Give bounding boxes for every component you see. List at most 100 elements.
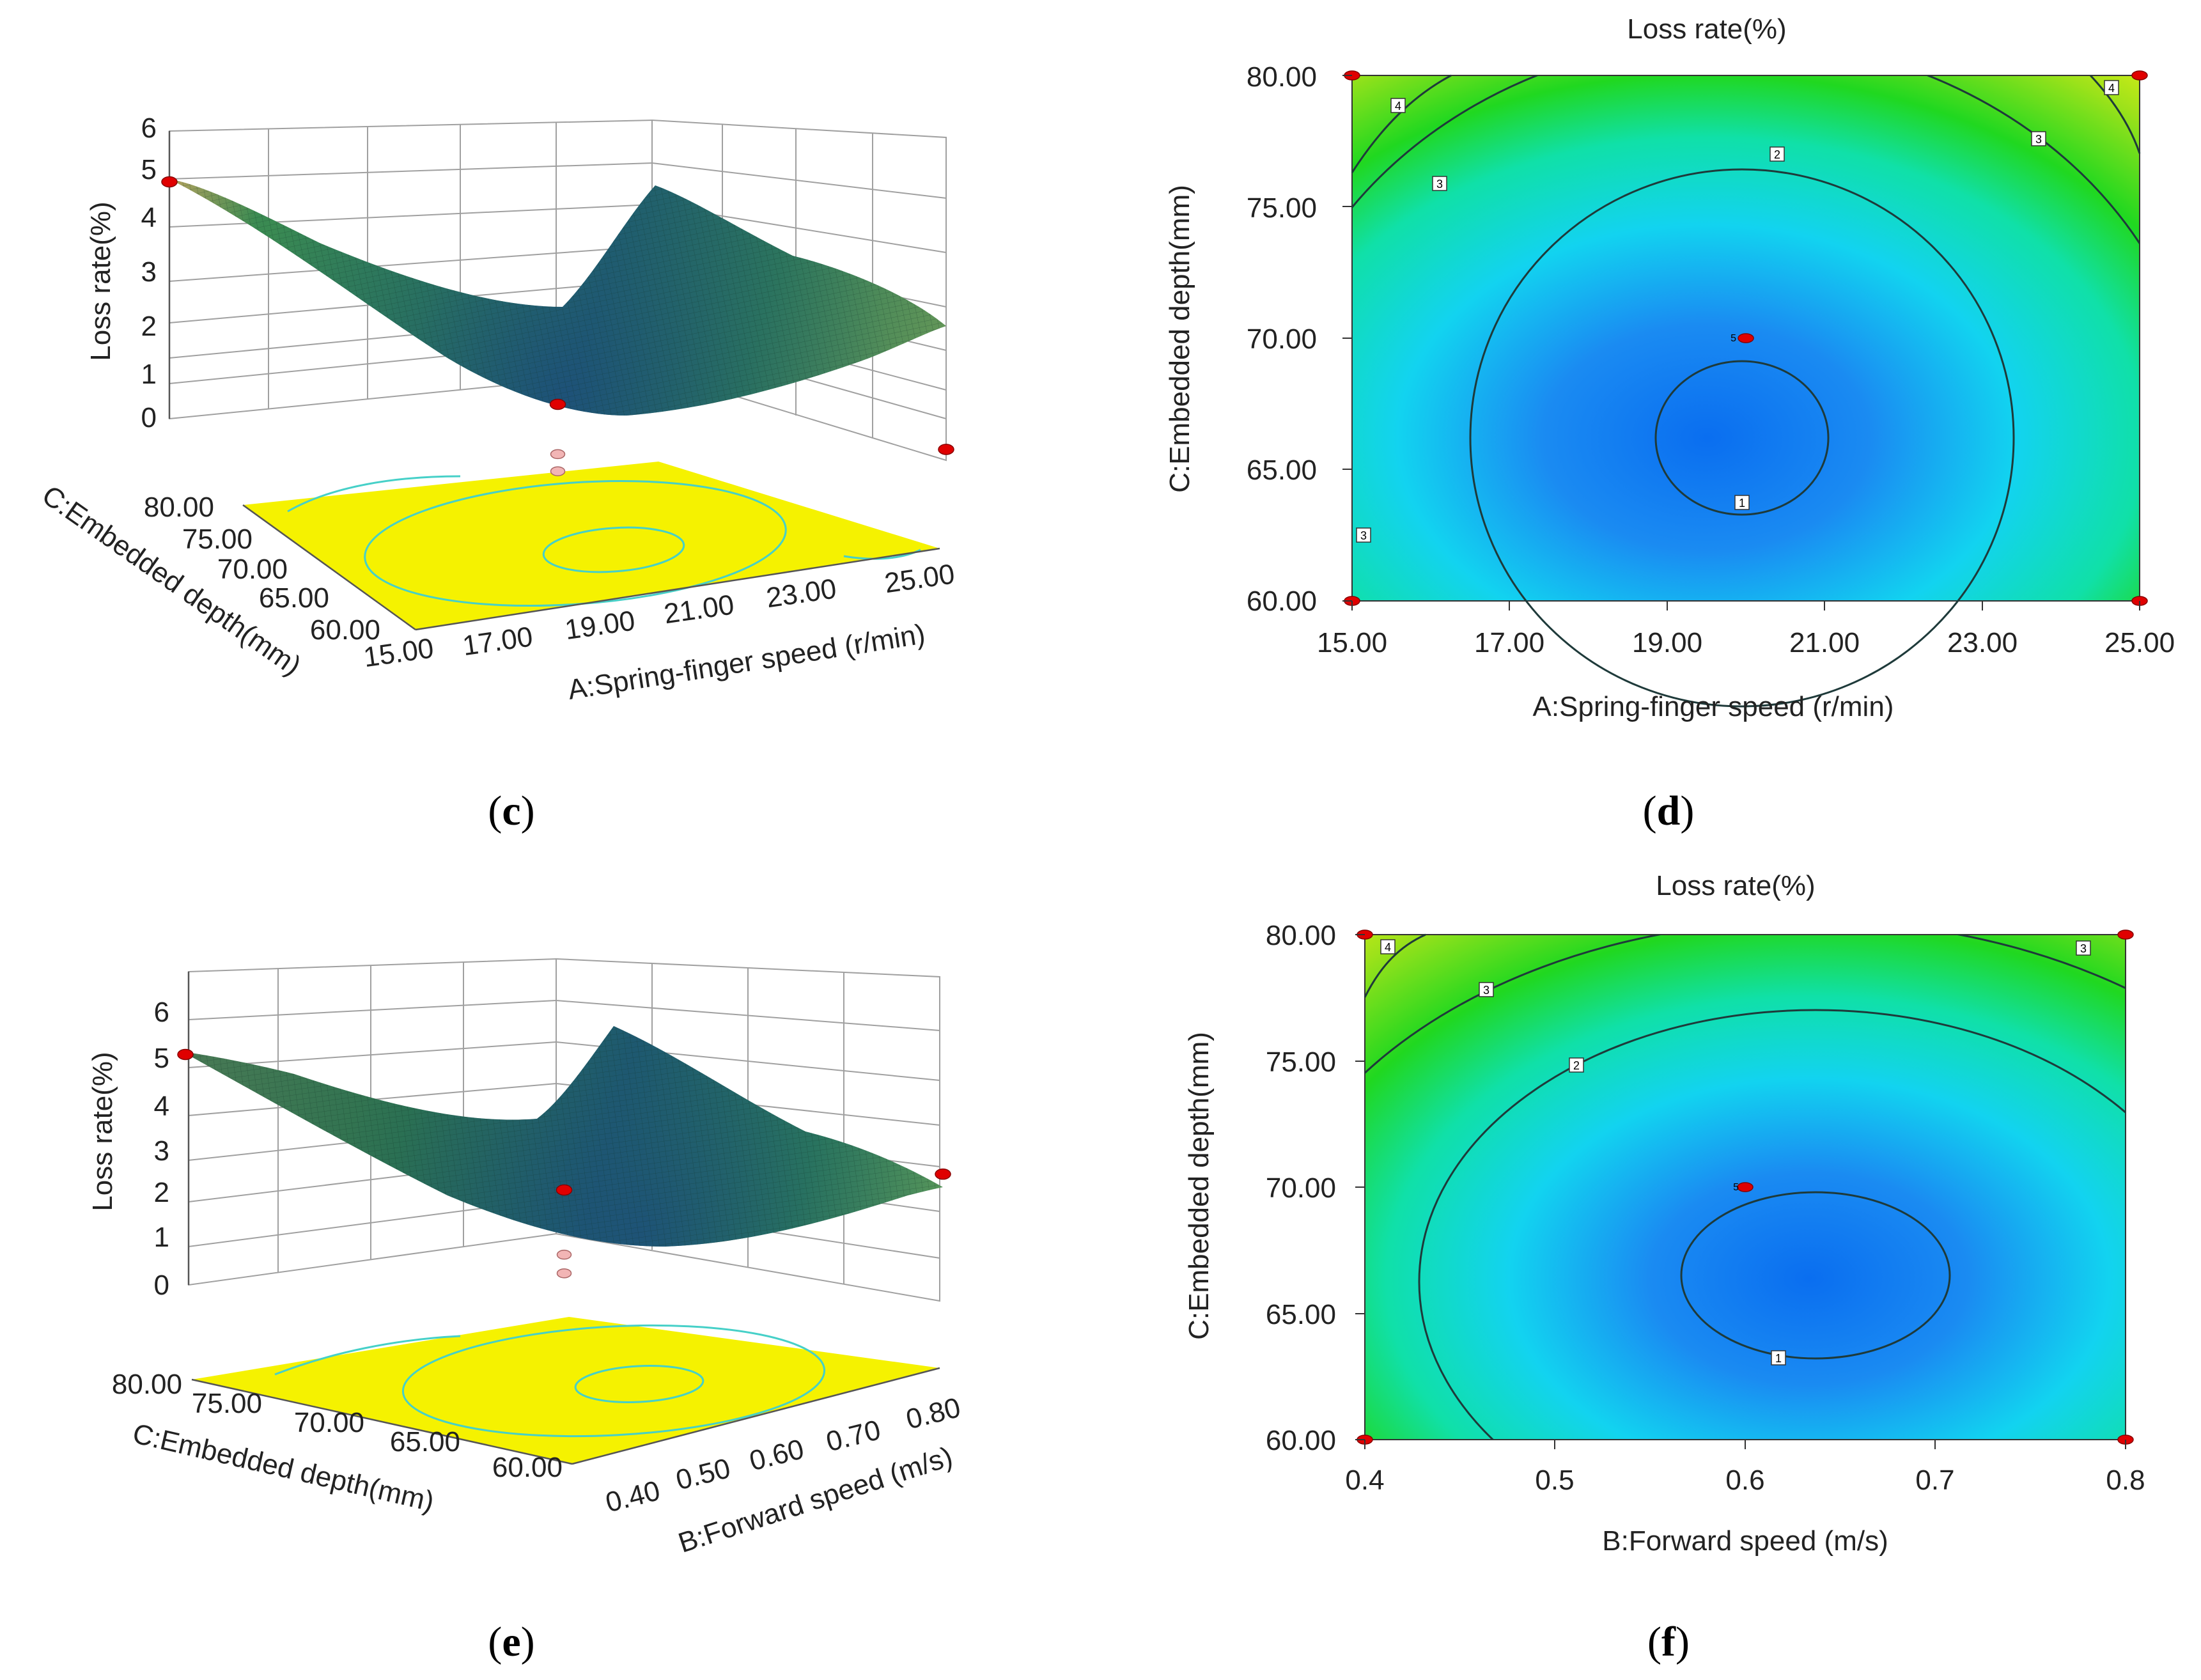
c-y-tick: 75.00 [182,524,253,555]
f-center-point-label: 5 [1733,1182,1739,1193]
e-design-points [177,1048,951,1279]
f-design-points [1357,929,2134,1445]
c-z-tick: 6 [141,113,157,144]
f-x-ticks [1364,1440,2126,1449]
design-point [1737,1182,1754,1192]
f-y-tick: 70.00 [1266,1172,1336,1204]
e-y-tick: 70.00 [294,1407,364,1438]
f-x-tick: 0.4 [1345,1465,1384,1496]
d-x-tick: 25.00 [2104,627,2175,658]
e-base-contours [274,1324,826,1438]
c-base-projection [243,462,940,630]
design-point [161,176,178,188]
design-point [2117,929,2134,940]
f-y-axis-title: C:Embedded depth(mm) [1183,1032,1215,1340]
d-x-axis-title: A:Spring-finger speed (r/min) [1533,691,1894,722]
d-y-tick: 70.00 [1247,323,1317,355]
e-y-tick: 65.00 [390,1426,460,1458]
c-y-tick: 80.00 [144,492,214,523]
e-z-tick: 0 [154,1270,169,1301]
c-y-tick: 65.00 [259,582,329,614]
e-z-tick: 2 [154,1177,169,1208]
c-z-tick: 3 [141,256,157,288]
panel-e-surface-plot: 0 1 2 3 4 5 6 Loss rate(%) 80.00 75.00 7… [87,958,963,1665]
panel-f-contour-plot: Loss rate(%) 1 2 3 3 4 5 80.00 75.00 70.… [1183,870,2145,1665]
f-x-tick-labels: 0.4 0.5 0.6 0.7 0.8 [1345,1465,2145,1496]
d-contour-lines [1351,74,2141,708]
f-panel-label: (f) [1647,1619,1690,1665]
design-point [549,398,566,410]
d-contour-label: 4 [1395,100,1401,113]
d-contour-label: 1 [1739,497,1745,509]
f-contour-labels: 1 2 3 3 4 [1380,939,2091,1365]
design-point-below-surface [550,449,566,460]
e-base-projection [192,1317,940,1464]
e-x-tick: 0.50 [673,1452,733,1496]
d-y-tick: 80.00 [1247,61,1317,93]
design-point-below-surface [550,466,566,476]
c-x-tick: 19.00 [563,605,637,646]
design-point [2131,70,2148,81]
f-plot-title: Loss rate(%) [1656,870,1815,901]
e-y-tick: 80.00 [112,1369,182,1400]
d-y-tick: 75.00 [1247,192,1317,224]
d-y-ticks [1342,75,1352,602]
c-z-axis-title: Loss rate(%) [85,201,116,361]
c-x-tick: 17.00 [461,621,535,662]
c-z-tick-labels: 0 1 2 3 4 5 6 [141,113,157,433]
f-contour-label: 2 [1573,1059,1580,1072]
e-z-tick: 3 [154,1135,169,1167]
f-contour-label: 1 [1775,1352,1782,1365]
design-point [177,1048,194,1061]
d-x-tick: 21.00 [1789,627,1860,658]
f-x-axis-title: B:Forward speed (m/s) [1602,1525,1888,1557]
design-point [938,444,954,455]
f-contour-label: 3 [2080,942,2087,955]
f-contour-label: 4 [1385,941,1391,954]
f-y-tick-labels: 80.00 75.00 70.00 65.00 60.00 [1266,920,1336,1456]
c-x-tick: 25.00 [883,558,957,599]
d-y-tick-labels: 80.00 75.00 70.00 65.00 60.00 [1247,61,1317,617]
d-contour-label: 3 [1360,529,1367,542]
f-y-tick: 60.00 [1266,1425,1336,1456]
c-z-tick: 2 [141,311,157,342]
design-point-below-surface [556,1268,572,1279]
c-panel-label: (c) [488,788,534,834]
f-y-tick: 75.00 [1266,1046,1336,1078]
panel-d-contour-plot: Loss rate(%) 1 2 3 3 3 4 4 5 80.00 75.00… [1164,13,2175,834]
design-point [935,1168,951,1180]
e-z-tick: 6 [154,997,169,1028]
d-contour-label: 2 [1774,148,1780,161]
d-contour-label: 3 [2035,133,2042,146]
e-z-tick-labels: 0 1 2 3 4 5 6 [154,997,169,1301]
design-point-below-surface [556,1249,572,1260]
e-y-tick-labels: 80.00 75.00 70.00 65.00 60.00 [112,1369,563,1483]
c-y-tick: 60.00 [310,614,380,646]
d-y-tick: 60.00 [1247,586,1317,617]
e-x-tick: 0.80 [903,1392,963,1435]
f-contour-lines [1364,933,2126,1440]
c-z-tick: 5 [141,154,157,185]
d-x-tick: 19.00 [1632,627,1702,658]
e-panel-label: (e) [488,1619,534,1665]
d-x-ticks [1351,601,2140,611]
d-x-tick: 15.00 [1317,627,1387,658]
e-x-tick: 0.40 [602,1475,663,1518]
f-x-tick: 0.8 [2106,1465,2145,1496]
f-x-tick: 0.6 [1725,1465,1764,1496]
e-z-tick: 5 [154,1043,169,1074]
e-z-tick: 4 [154,1091,169,1122]
d-x-tick-labels: 15.00 17.00 19.00 21.00 23.00 25.00 [1317,627,2175,658]
e-z-tick: 1 [154,1222,169,1253]
e-y-tick: 60.00 [492,1452,563,1483]
f-x-tick: 0.7 [1915,1465,1954,1496]
c-z-tick: 4 [141,202,157,233]
e-z-axis-title: Loss rate(%) [87,1052,118,1211]
e-y-tick: 75.00 [192,1388,262,1419]
d-contour-label: 3 [1436,178,1443,191]
c-x-tick: 21.00 [662,589,736,630]
c-z-tick: 0 [141,402,157,433]
c-y-tick-labels: 80.00 75.00 70.00 65.00 60.00 [144,492,380,646]
d-contour-labels: 1 2 3 3 3 4 4 [1356,80,2119,543]
